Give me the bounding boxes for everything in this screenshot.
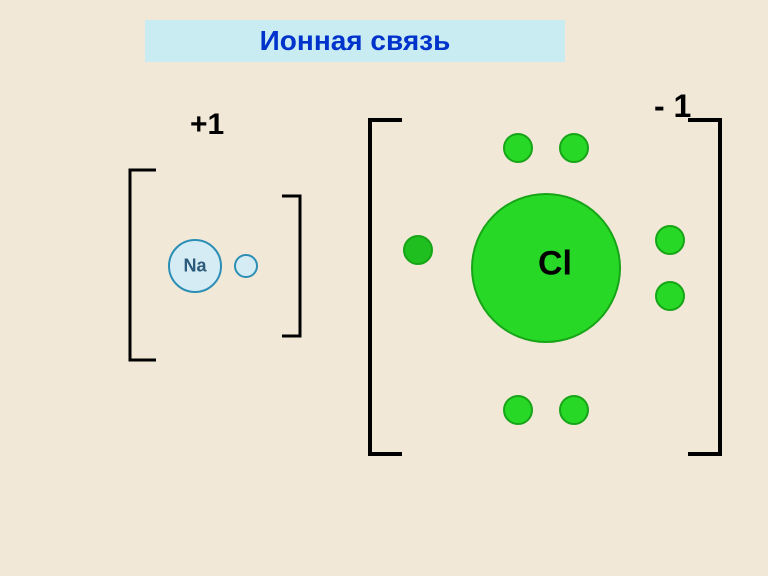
na-bracket-left — [130, 170, 156, 360]
na-charge-text: +1 — [190, 108, 224, 141]
diagram-root: Ионная связь +1 Na - 1 Cl — [0, 0, 768, 576]
na-atom-label-text: Na — [183, 256, 206, 276]
cl-atom-label: Cl — [538, 245, 572, 284]
cl-bracket-left — [370, 120, 402, 454]
cl-dot-4 — [504, 396, 532, 424]
diagram-svg — [0, 0, 768, 576]
na-atom-label: Na — [183, 256, 206, 277]
cl-charge-text: - 1 — [654, 88, 691, 124]
cl-bracket-right — [688, 120, 720, 454]
na-bracket-right — [282, 196, 300, 336]
cl-dot-2 — [656, 226, 684, 254]
cl-dot-0 — [504, 134, 532, 162]
cl-dot-5 — [560, 396, 588, 424]
cl-atom-label-text: Cl — [538, 245, 572, 283]
cl-dot-3 — [656, 282, 684, 310]
cl-charge: - 1 — [654, 88, 691, 125]
title-bar: Ионная связь — [145, 20, 565, 62]
na-extra-dot — [235, 255, 257, 277]
cl-dot-6 — [404, 236, 432, 264]
na-charge: +1 — [190, 108, 224, 142]
cl-dot-1 — [560, 134, 588, 162]
title-text: Ионная связь — [260, 25, 451, 56]
